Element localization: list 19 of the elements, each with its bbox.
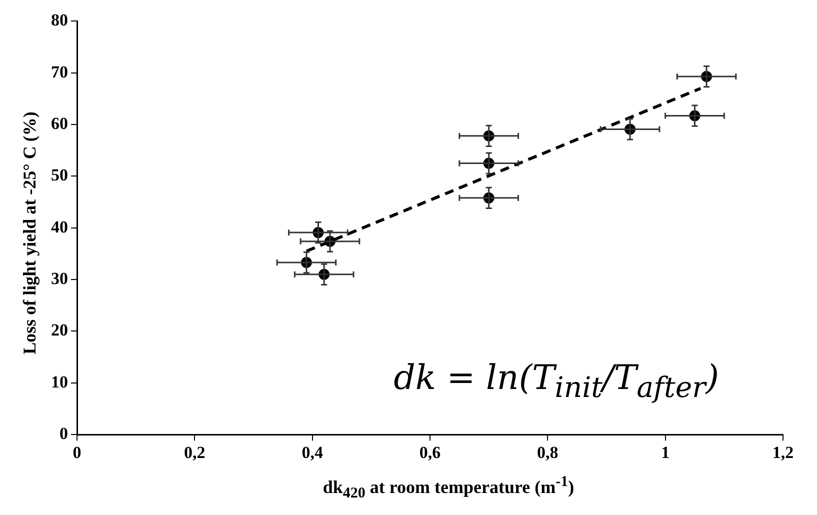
x-tick-label: 0 bbox=[72, 443, 82, 462]
x-tick-label: 0,2 bbox=[184, 443, 206, 462]
x-tick-label: 1 bbox=[661, 443, 670, 462]
x-tick-label: 0,4 bbox=[302, 443, 324, 462]
y-tick-label: 60 bbox=[51, 114, 68, 133]
y-tick-label: 0 bbox=[60, 424, 68, 443]
y-tick-label: 10 bbox=[51, 372, 68, 392]
x-tick-label: 0,6 bbox=[419, 443, 441, 462]
annotation: dk = ln(T$_{init}$/T$_{after}$) bbox=[394, 358, 719, 404]
y-tick-label: 50 bbox=[51, 166, 68, 185]
y-tick-label: 40 bbox=[51, 217, 68, 236]
x-tick-label: 0,8 bbox=[537, 443, 558, 462]
y-tick-label: 30 bbox=[51, 268, 68, 288]
y-tick-label: 70 bbox=[51, 62, 68, 82]
y-axis-title: Loss of light yield at -25° C (%) bbox=[20, 112, 40, 354]
y-tick-label: 20 bbox=[51, 320, 68, 340]
y-tick-label: 80 bbox=[51, 10, 68, 30]
x-axis-title: dk$_{420}$ at room temperature (m$^{-1}$) bbox=[322, 474, 576, 503]
x-tick-label: 1,2 bbox=[772, 443, 794, 462]
